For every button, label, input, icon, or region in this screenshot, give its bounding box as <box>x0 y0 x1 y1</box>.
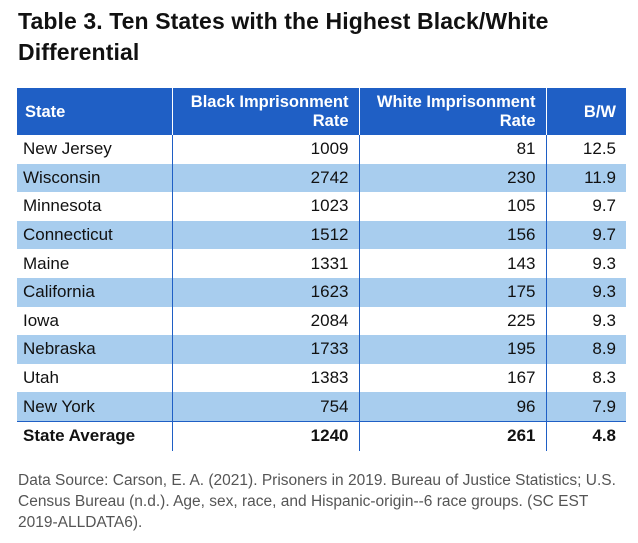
bw-ratio-cell: 9.7 <box>545 192 626 221</box>
table-row: Nebraska 1733 195 8.9 <box>17 335 626 364</box>
white-rate-cell: 230 <box>358 163 546 193</box>
state-cell: Minnesota <box>23 196 102 216</box>
black-rate-cell: 1331 <box>171 249 359 278</box>
white-rate-cell: 195 <box>358 335 546 364</box>
white-rate-cell: 167 <box>358 363 546 393</box>
state-cell: Utah <box>23 368 59 388</box>
bw-ratio-cell: 8.3 <box>545 363 626 393</box>
black-rate-cell: 2084 <box>171 306 359 336</box>
average-white-rate: 261 <box>358 420 546 451</box>
average-label: State Average <box>17 420 172 451</box>
table-row: Maine 1331 143 9.3 <box>17 249 626 278</box>
table-row: Utah 1383 167 8.3 <box>17 363 626 393</box>
black-rate-cell: 1009 <box>171 135 359 164</box>
white-rate-cell: 156 <box>358 220 546 250</box>
table-row: California 1623 175 9.3 <box>17 277 626 307</box>
header-state: State <box>25 102 66 121</box>
header-white-rate: White Imprisonment Rate <box>358 88 546 135</box>
bw-ratio-cell: 12.5 <box>545 135 626 164</box>
black-rate-cell: 2742 <box>171 163 359 193</box>
header-black-rate: Black Imprisonment Rate <box>171 88 359 135</box>
bw-ratio-cell: 9.7 <box>545 220 626 250</box>
black-rate-cell: 1383 <box>171 363 359 393</box>
header-bw-ratio: B/W <box>545 88 626 135</box>
black-rate-cell: 1733 <box>171 335 359 364</box>
bw-ratio-cell: 7.9 <box>545 392 626 422</box>
bw-ratio-cell: 11.9 <box>545 163 626 193</box>
state-cell: Nebraska <box>23 339 96 359</box>
table-row: Wisconsin 2742 230 11.9 <box>17 163 626 193</box>
header-row: State Black Imprisonment Rate White Impr… <box>17 88 626 135</box>
white-rate-cell: 175 <box>358 277 546 307</box>
table-row: Connecticut 1512 156 9.7 <box>17 220 626 250</box>
table-title: Table 3. Ten States with the Highest Bla… <box>18 8 549 65</box>
state-cell: New York <box>23 396 95 416</box>
state-cell: Wisconsin <box>23 167 101 187</box>
bw-ratio-cell: 9.3 <box>545 277 626 307</box>
average-bw-ratio: 4.8 <box>545 420 626 451</box>
data-table: State Black Imprisonment Rate White Impr… <box>17 88 626 451</box>
black-rate-cell: 1023 <box>171 192 359 221</box>
data-source-note: Data Source: Carson, E. A. (2021). Priso… <box>18 472 616 531</box>
table-row: Iowa 2084 225 9.3 <box>17 306 626 336</box>
average-black-rate: 1240 <box>171 420 359 451</box>
state-cell: Connecticut <box>23 225 113 245</box>
table-row: Minnesota 1023 105 9.7 <box>17 192 626 221</box>
white-rate-cell: 225 <box>358 306 546 336</box>
average-row: State Average 1240 261 4.8 <box>17 420 626 451</box>
white-rate-cell: 81 <box>358 135 546 164</box>
state-cell: New Jersey <box>23 139 112 159</box>
state-cell: Iowa <box>23 310 59 330</box>
white-rate-cell: 143 <box>358 249 546 278</box>
black-rate-cell: 1623 <box>171 277 359 307</box>
bw-ratio-cell: 9.3 <box>545 249 626 278</box>
table-row: New York 754 96 7.9 <box>17 392 626 422</box>
bw-ratio-cell: 9.3 <box>545 306 626 336</box>
state-cell: Maine <box>23 253 70 273</box>
state-cell: California <box>23 282 95 302</box>
table-row: New Jersey 1009 81 12.5 <box>17 135 626 164</box>
black-rate-cell: 754 <box>171 392 359 422</box>
bw-ratio-cell: 8.9 <box>545 335 626 364</box>
black-rate-cell: 1512 <box>171 220 359 250</box>
white-rate-cell: 96 <box>358 392 546 422</box>
white-rate-cell: 105 <box>358 192 546 221</box>
